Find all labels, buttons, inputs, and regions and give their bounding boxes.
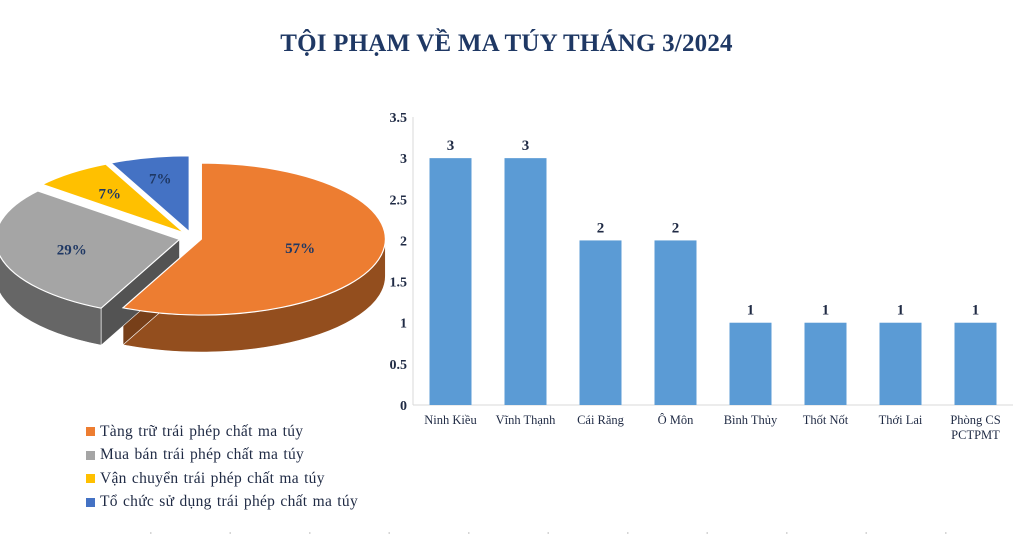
pie-data-label: 7% [149, 171, 172, 187]
bottom-dotted-rule [150, 532, 1013, 534]
legend-swatch [86, 450, 95, 460]
legend-label: Vận chuyển trái phép chất ma túy [100, 469, 325, 487]
x-tick-label: Phòng CS [950, 413, 1000, 427]
x-tick-label: Cái Răng [577, 413, 625, 427]
legend-swatch [86, 497, 95, 507]
bar-chart: 0 0.5 1 1.5 2 2.5 3 3.5 3 Ninh Kiều 3 Vĩnh Thạnh 2 Cá… [390, 111, 1013, 442]
x-tick-label: Ô Môn [658, 413, 695, 427]
y-tick-label: 3 [400, 152, 407, 167]
legend-swatch [86, 427, 95, 437]
x-tick-label: Vĩnh Thạnh [496, 413, 557, 427]
bar [429, 158, 472, 405]
legend-item: Tổ chức sử dụng trái phép chất ma túy [86, 491, 358, 515]
pie-chart: 57% 29% 7% 7% [0, 155, 386, 353]
legend-label: Mua bán trái phép chất ma túy [100, 446, 305, 464]
bar-data-label: 2 [597, 220, 605, 236]
bar-data-label: 3 [522, 138, 530, 154]
y-axis: 0 0.5 1 1.5 2 2.5 3 3.5 [390, 111, 414, 414]
y-tick-label: 2.5 [390, 193, 408, 208]
x-tick-label: PCTPMT [951, 428, 1000, 442]
legend-label: Tàng trữ trái phép chất ma túy [100, 422, 304, 440]
bar-data-label: 1 [972, 303, 980, 319]
pie-data-label: 29% [57, 242, 87, 258]
y-tick-label: 0 [400, 399, 407, 414]
bar [729, 322, 772, 405]
y-tick-label: 3.5 [390, 111, 408, 126]
bar-data-label: 1 [822, 303, 830, 319]
legend-swatch [86, 474, 95, 484]
legend-item: Mua bán trái phép chất ma túy [86, 444, 358, 468]
bar-data-label: 1 [747, 303, 755, 319]
bar [879, 322, 922, 405]
pie-data-label: 57% [285, 241, 315, 257]
legend-item: Tàng trữ trái phép chất ma túy [86, 420, 358, 444]
bar-data-label: 2 [672, 220, 680, 236]
chart-title: TỘI PHẠM VỀ MA TÚY THÁNG 3/2024 [280, 30, 733, 57]
x-tick-label: Ninh Kiều [424, 413, 477, 427]
legend-label: Tổ chức sử dụng trái phép chất ma túy [100, 493, 359, 511]
legend-item: Vận chuyển trái phép chất ma túy [86, 467, 358, 491]
y-tick-label: 2 [400, 234, 407, 249]
x-tick-label: Bình Thủy [724, 413, 778, 427]
pie-data-label: 7% [98, 186, 121, 202]
pie-slice [40, 163, 185, 234]
bar [654, 240, 697, 405]
bar [954, 322, 997, 405]
bar [804, 322, 847, 405]
y-tick-label: 0.5 [390, 358, 408, 373]
pie-labels: 57% 29% 7% 7% [57, 171, 315, 258]
y-tick-label: 1 [400, 317, 407, 332]
bar-data-label: 1 [897, 303, 905, 319]
pie-top [0, 155, 386, 316]
bar-data-label: 3 [447, 138, 455, 154]
x-tick-label: Thốt Nốt [803, 413, 849, 427]
bar [579, 240, 622, 405]
pie-slice [109, 155, 190, 234]
y-tick-label: 1.5 [390, 276, 408, 291]
bar [504, 158, 547, 405]
bars: 3 Ninh Kiều 3 Vĩnh Thạnh 2 Cái Răng 2 Ô Môn 1 Bìn… [424, 138, 1000, 442]
x-tick-label: Thới Lai [879, 413, 923, 427]
pie-slice [0, 190, 181, 309]
pie-slice [121, 162, 386, 316]
pie-legend: Tàng trữ trái phép chất ma túy Mua bán t… [86, 420, 358, 514]
